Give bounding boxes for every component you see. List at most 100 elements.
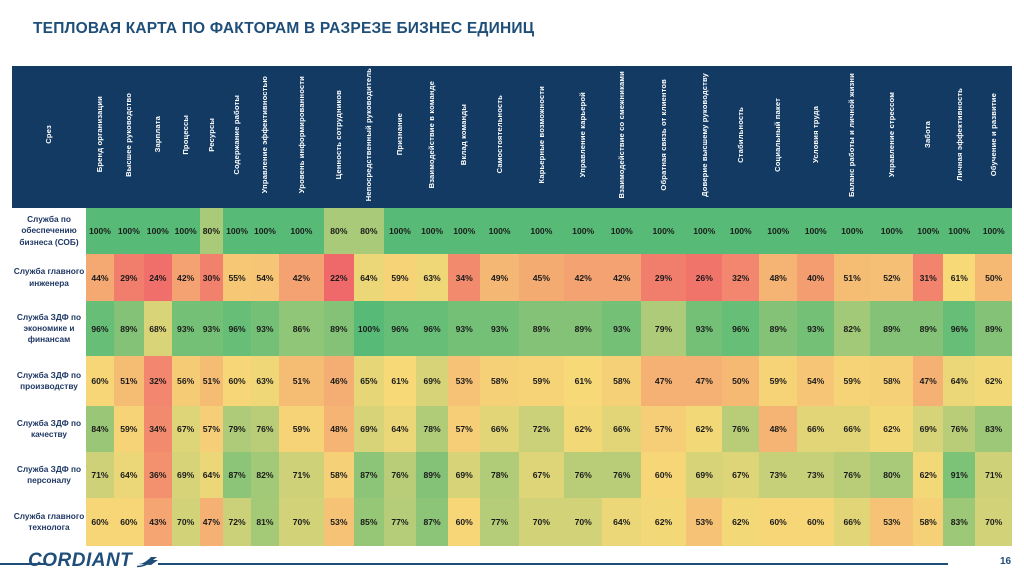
- cordiant-swoosh-icon: [137, 557, 159, 568]
- heatmap-cell: 100%: [223, 208, 252, 254]
- header-cell-factor: Управление эффективностью: [251, 66, 279, 208]
- heatmap-cell: 43%: [143, 498, 172, 546]
- header-label-factor: Доверие высшему руководству: [699, 72, 709, 197]
- heatmap-cell: 73%: [797, 452, 834, 498]
- header-label-factor: Вклад команды: [459, 103, 469, 166]
- heatmap-cell: 78%: [416, 406, 449, 452]
- heatmap-cell: 57%: [448, 406, 481, 452]
- heatmap-cell: 93%: [251, 301, 279, 356]
- heatmap-cell: 57%: [199, 406, 224, 452]
- heatmap-cell: 62%: [975, 356, 1012, 406]
- header-label-factor: Непосредственный руководитель: [364, 67, 374, 202]
- heatmap-cell: 96%: [223, 301, 252, 356]
- heatmap-body: Служба по обеспечению бизнеса (СОБ) 100% 1…: [12, 208, 1012, 546]
- heatmap-cell: 87%: [223, 452, 252, 498]
- heatmap-cell: 100%: [383, 208, 417, 254]
- heatmap-cell: 100%: [602, 208, 642, 254]
- header-label-factor: Карьерные возможности: [536, 85, 546, 184]
- heatmap-cell: 100%: [416, 208, 449, 254]
- heatmap-cell: 72%: [223, 498, 252, 546]
- heatmap-cell: 64%: [113, 452, 144, 498]
- heatmap-cell: 66%: [480, 406, 519, 452]
- heatmap-cell: 29%: [113, 254, 144, 301]
- heatmap-cell: 70%: [171, 498, 200, 546]
- heatmap-cell: 100%: [722, 208, 759, 254]
- heatmap-cell: 76%: [383, 452, 417, 498]
- heatmap-cell: 24%: [143, 254, 172, 301]
- heatmap-cell: 42%: [171, 254, 200, 301]
- header-label-factor: Зарплата: [153, 116, 163, 153]
- table-row: Служба главного инженера 44% 29% 24% 42% 30% 5…: [12, 254, 1012, 301]
- heatmap-cell: 59%: [518, 356, 564, 406]
- heatmap-cell: 60%: [448, 498, 481, 546]
- heatmap-cell: 73%: [758, 452, 798, 498]
- header-label-factor: Управление эффективностью: [260, 75, 270, 194]
- heatmap-cell: 100%: [143, 208, 172, 254]
- heatmap-cell: 54%: [797, 356, 834, 406]
- heatmap-cell: 80%: [199, 208, 224, 254]
- heatmap-cell: 51%: [199, 356, 224, 406]
- header-label-factor: Управление карьерой: [578, 91, 588, 178]
- table-row: Служба ЗДФ по персоналу 71% 64% 36% 69% 64% 87…: [12, 452, 1012, 498]
- heatmap-cell: 67%: [722, 452, 759, 498]
- heatmap-cell: 51%: [833, 254, 871, 301]
- header-cell-factor: Взаимодействие в команде: [416, 66, 449, 208]
- heatmap-cell: 82%: [251, 452, 279, 498]
- heatmap-cell: 64%: [602, 498, 642, 546]
- heatmap-cell: 68%: [143, 301, 172, 356]
- header-cell-factor: Обратная связь от клиентов: [641, 66, 687, 208]
- heatmap-cell: 59%: [833, 356, 871, 406]
- heatmap-cell: 89%: [913, 301, 944, 356]
- heatmap-cell: 70%: [563, 498, 603, 546]
- heatmap-cell: 96%: [722, 301, 759, 356]
- heatmap-cell: 67%: [518, 452, 564, 498]
- heatmap-cell: 59%: [278, 406, 324, 452]
- heatmap-cell: 79%: [641, 301, 687, 356]
- heatmap-cell: 30%: [199, 254, 224, 301]
- heatmap-cell: 22%: [323, 254, 354, 301]
- header-cell-factor: Обучение и развитие: [975, 66, 1012, 208]
- heatmap-cell: 96%: [943, 301, 976, 356]
- row-label-business-unit: Служба главного инженера: [12, 254, 86, 301]
- heatmap-cell: 54%: [251, 254, 279, 301]
- heatmap-cell: 76%: [563, 452, 603, 498]
- table-row: Служба по обеспечению бизнеса (СОБ) 100% 1…: [12, 208, 1012, 254]
- heatmap-cell: 58%: [870, 356, 914, 406]
- header-cell-factor: Социальный пакет: [758, 66, 798, 208]
- heatmap-cell: 26%: [686, 254, 723, 301]
- heatmap-cell: 60%: [113, 498, 144, 546]
- page-number: 16: [1000, 556, 1012, 567]
- header-cell-factor: Процессы: [171, 66, 200, 208]
- header-label-factor: Бренд организации: [95, 96, 105, 173]
- heatmap-cell: 100%: [518, 208, 564, 254]
- heatmap-table: Срез Бренд организации Высшее руководство З…: [12, 66, 1012, 546]
- heatmap-cell: 58%: [323, 452, 354, 498]
- heatmap-cell: 100%: [278, 208, 324, 254]
- heatmap-cell: 78%: [480, 452, 519, 498]
- heatmap-cell: 32%: [722, 254, 759, 301]
- heatmap-cell: 80%: [353, 208, 384, 254]
- heatmap-cell: 70%: [278, 498, 324, 546]
- heatmap-cell: 89%: [323, 301, 354, 356]
- heatmap-cell: 49%: [480, 254, 519, 301]
- heatmap-cell: 71%: [975, 452, 1012, 498]
- header-cell-factor: Высшее руководство: [113, 66, 144, 208]
- heatmap-cell: 47%: [686, 356, 723, 406]
- header-cell-srez: Срез: [12, 66, 86, 208]
- header-label-factor: Высшее руководство: [124, 92, 134, 177]
- header-cell-factor: Карьерные возможности: [518, 66, 564, 208]
- header-row: Срез Бренд организации Высшее руководство З…: [12, 66, 1012, 208]
- table-row: Служба ЗДФ по качеству 84% 59% 34% 67% 57% 79%…: [12, 406, 1012, 452]
- heatmap-cell: 100%: [113, 208, 144, 254]
- header-label-factor: Личная эффективность: [954, 88, 964, 181]
- heatmap-cell: 64%: [383, 406, 417, 452]
- heatmap-cell: 48%: [323, 406, 354, 452]
- heatmap-cell: 80%: [323, 208, 354, 254]
- heatmap-cell: 71%: [86, 452, 114, 498]
- header-label-factor: Процессы: [180, 114, 190, 155]
- heatmap-cell: 47%: [199, 498, 224, 546]
- heatmap-cell: 77%: [383, 498, 417, 546]
- heatmap-cell: 34%: [143, 406, 172, 452]
- heatmap-cell: 60%: [86, 356, 114, 406]
- heatmap-cell: 47%: [641, 356, 687, 406]
